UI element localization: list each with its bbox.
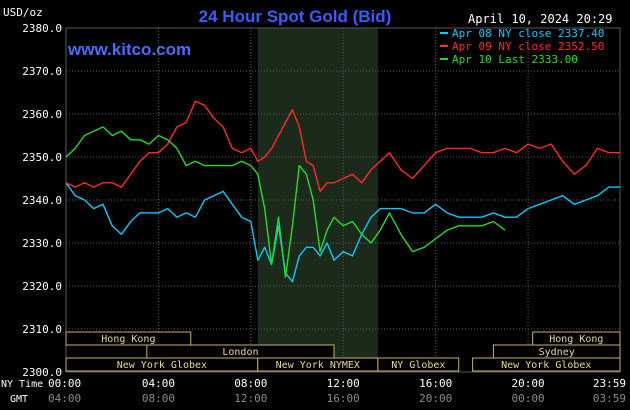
x-tick-label-gmt: 04:00 xyxy=(48,392,81,405)
x-tick-label-gmt: 12:00 xyxy=(234,392,267,405)
session-rect xyxy=(377,357,460,372)
x-tick-label-gmt: 03:59 xyxy=(593,392,626,405)
y-tick-label: 2320.0 xyxy=(22,280,62,293)
session-label: Hong Kong xyxy=(549,334,603,345)
legend-entry: Apr 08 NY close 2337.40 xyxy=(452,27,604,40)
session-rect xyxy=(472,357,621,372)
y-tick-label: 2300.0 xyxy=(22,366,62,379)
x-tick-label-ny: 12:00 xyxy=(327,377,360,390)
session-label: New York NYMEX xyxy=(276,360,360,371)
session-box: New York Globex xyxy=(472,357,621,372)
session-label: New York Globex xyxy=(501,360,591,371)
x-tick-label-ny: 16:00 xyxy=(419,377,452,390)
plot-frame xyxy=(65,27,621,373)
session-label: Sydney xyxy=(539,347,575,358)
series-line-1 xyxy=(65,100,620,193)
y-tick-label: 2350.0 xyxy=(22,151,62,164)
ny-time-label: NY Time xyxy=(1,379,43,390)
x-tick-label-gmt: 20:00 xyxy=(419,392,452,405)
x-tick-label-ny: 00:00 xyxy=(48,377,81,390)
x-tick-label-ny: 23:59 xyxy=(593,377,626,390)
session-box: Hong Kong xyxy=(532,331,621,346)
x-tick-label-ny: 08:00 xyxy=(234,377,267,390)
session-label: London xyxy=(222,347,258,358)
y-unit-label: USD/oz xyxy=(3,6,43,19)
session-box: NY Globex xyxy=(377,357,460,372)
session-box: New York Globex xyxy=(65,357,259,372)
session-box: New York NYMEX xyxy=(257,357,379,372)
y-tick-label: 2360.0 xyxy=(22,108,62,121)
session-label: Hong Kong xyxy=(101,334,155,345)
nymex-highlight-band xyxy=(257,28,378,372)
x-tick-label-gmt: 00:00 xyxy=(511,392,544,405)
session-label: NY Globex xyxy=(391,360,445,371)
date-stamp: April 10, 2024 20:29 xyxy=(468,12,613,26)
y-tick-label: 2380.0 xyxy=(22,22,62,35)
chart-title: 24 Hour Spot Gold (Bid) xyxy=(199,7,392,26)
x-tick-label-gmt: 16:00 xyxy=(327,392,360,405)
y-tick-label: 2340.0 xyxy=(22,194,62,207)
session-box: London xyxy=(146,344,335,359)
gmt-label: GMT xyxy=(10,394,28,405)
y-tick-label: 2310.0 xyxy=(22,323,62,336)
series-line-2 xyxy=(65,126,506,279)
series-line-0 xyxy=(65,182,620,283)
site-url: www.kitco.com xyxy=(67,40,191,59)
x-tick-label-gmt: 08:00 xyxy=(142,392,175,405)
session-box: Sydney xyxy=(492,344,621,359)
y-tick-label: 2330.0 xyxy=(22,237,62,250)
legend-entry: Apr 09 NY close 2352.50 xyxy=(452,40,604,53)
x-tick-label-ny: 20:00 xyxy=(511,377,544,390)
legend-entry: Apr 10 Last 2333.00 xyxy=(452,53,578,66)
y-tick-label: 2370.0 xyxy=(22,65,62,78)
session-label: New York Globex xyxy=(117,360,207,371)
session-rect xyxy=(65,331,192,346)
session-box: Hong Kong xyxy=(65,331,192,346)
x-tick-label-ny: 04:00 xyxy=(142,377,175,390)
